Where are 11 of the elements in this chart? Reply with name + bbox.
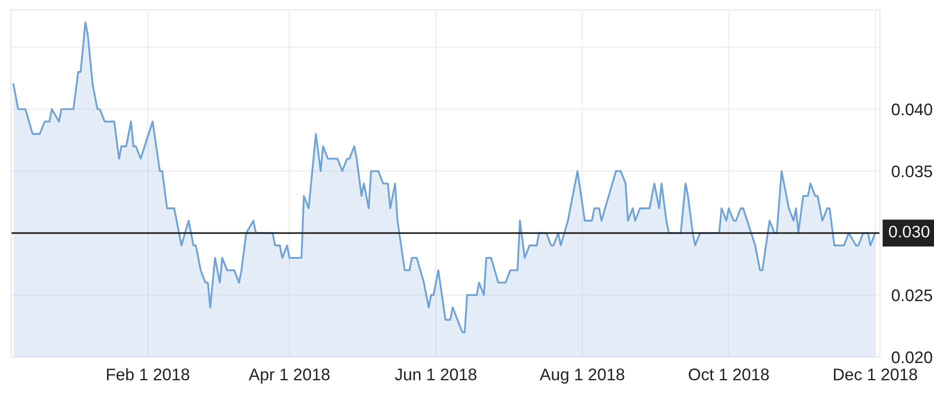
ref-line-label: 0.030: [888, 226, 930, 238]
y-tick-label: 0.020: [892, 351, 932, 364]
x-tick-label: Aug 1 2018: [540, 368, 624, 384]
y-tick-label: 0.035: [892, 166, 932, 178]
x-tick-label: Apr 1 2018: [248, 368, 330, 384]
x-tick-label: Jun 1 2018: [394, 368, 476, 380]
x-tick-label: Oct 1 2018: [688, 368, 769, 380]
x-tick-label: Dec 1 2018: [834, 368, 918, 380]
x-tick-label: Feb 1 2018: [107, 368, 190, 380]
y-tick-label: 0.040: [892, 104, 932, 116]
y-tick-label: 0.025: [892, 289, 932, 302]
